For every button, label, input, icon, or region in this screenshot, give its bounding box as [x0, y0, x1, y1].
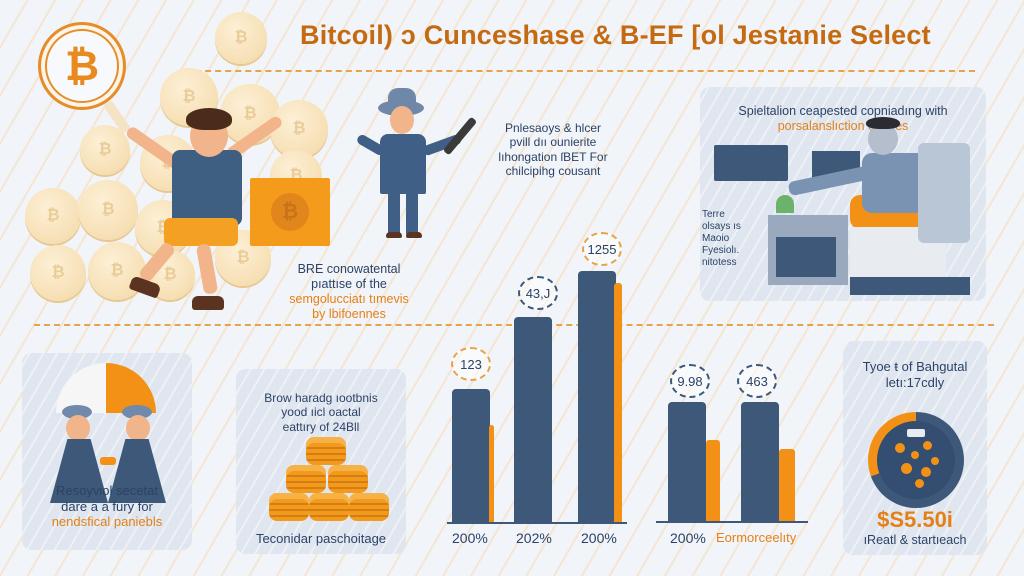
bar-accent [614, 283, 622, 523]
coin-icon: ₿ [25, 188, 81, 244]
coin-stack-label: Teconidar paschoitage [255, 531, 387, 546]
coin-icon: ₿ [270, 100, 328, 158]
coin-icon: ₿ [30, 245, 86, 301]
coin-icon: ₿ [215, 12, 267, 64]
office-side-note: Terre olsays ıs Maoio Fyesiolı. nitotess [702, 209, 741, 268]
bar [514, 317, 552, 523]
chart-baseline [656, 521, 808, 523]
presenter-caption: Pnlesaoys & hlcer pvill dıı ounierite lı… [498, 121, 608, 179]
bitcoin-box-icon: ₿ [250, 178, 330, 246]
coin-icon: ₿ [271, 193, 309, 231]
coin-stack-title: Brow haradg ıootbnis yood ıicl oactal ea… [264, 391, 378, 434]
x-axis-label: 202% [516, 530, 552, 546]
x-axis-label: Eormorceelıty [716, 530, 797, 545]
bar-accent [706, 440, 720, 521]
data-label: 1255 [582, 232, 622, 266]
bar-accent [779, 449, 795, 521]
office-panel-title: Spieltalion ceapested copniadıng with po… [738, 104, 948, 133]
chart-baseline [447, 522, 627, 524]
bitcoin-magnifier-icon: ₿ [38, 22, 126, 110]
hero-caption: BRE conowatental pıattıse of the semgolu… [289, 262, 409, 321]
bar [452, 389, 490, 523]
x-axis-label: 200% [581, 530, 617, 546]
office-panel: Spieltalion ceapested copniadıng with po… [700, 87, 986, 301]
bar-accent [489, 425, 494, 523]
x-axis-label: 200% [452, 530, 488, 546]
donut-value: $S5.50i [877, 507, 953, 532]
bitcoin-symbol: ₿ [64, 42, 100, 89]
donut-chart-icon [868, 412, 964, 508]
data-label: 43,J [518, 276, 558, 310]
data-label: 463 [737, 364, 777, 398]
network-icon [877, 421, 955, 499]
coin-icon: ₿ [80, 125, 130, 175]
bar [741, 402, 779, 521]
bar [668, 402, 706, 521]
donut-panel-title: Tyoe ŧ of Bahgutal letı:17cdly [862, 359, 968, 390]
title-divider [185, 70, 975, 72]
bar [578, 271, 616, 523]
data-label: 123 [451, 347, 491, 381]
donut-panel [843, 341, 987, 555]
coin-stack-panel: Brow haradg ıootbnis yood ıicl oactal ea… [236, 369, 406, 554]
page-title: Bitcoil) ɔ Cunceshase & B-EF [ol Jestani… [300, 20, 931, 50]
coin-icon: ₿ [78, 180, 138, 240]
x-axis-label: 200% [670, 530, 706, 546]
donut-caption: ıReatl & startıeach [863, 533, 967, 547]
handshake-panel: Resoyviol secetat dare a a fury for nend… [22, 353, 192, 550]
handshake-caption: Resoyviol secetat dare a a fury for nend… [51, 483, 163, 530]
data-label: 9.98 [670, 364, 710, 398]
